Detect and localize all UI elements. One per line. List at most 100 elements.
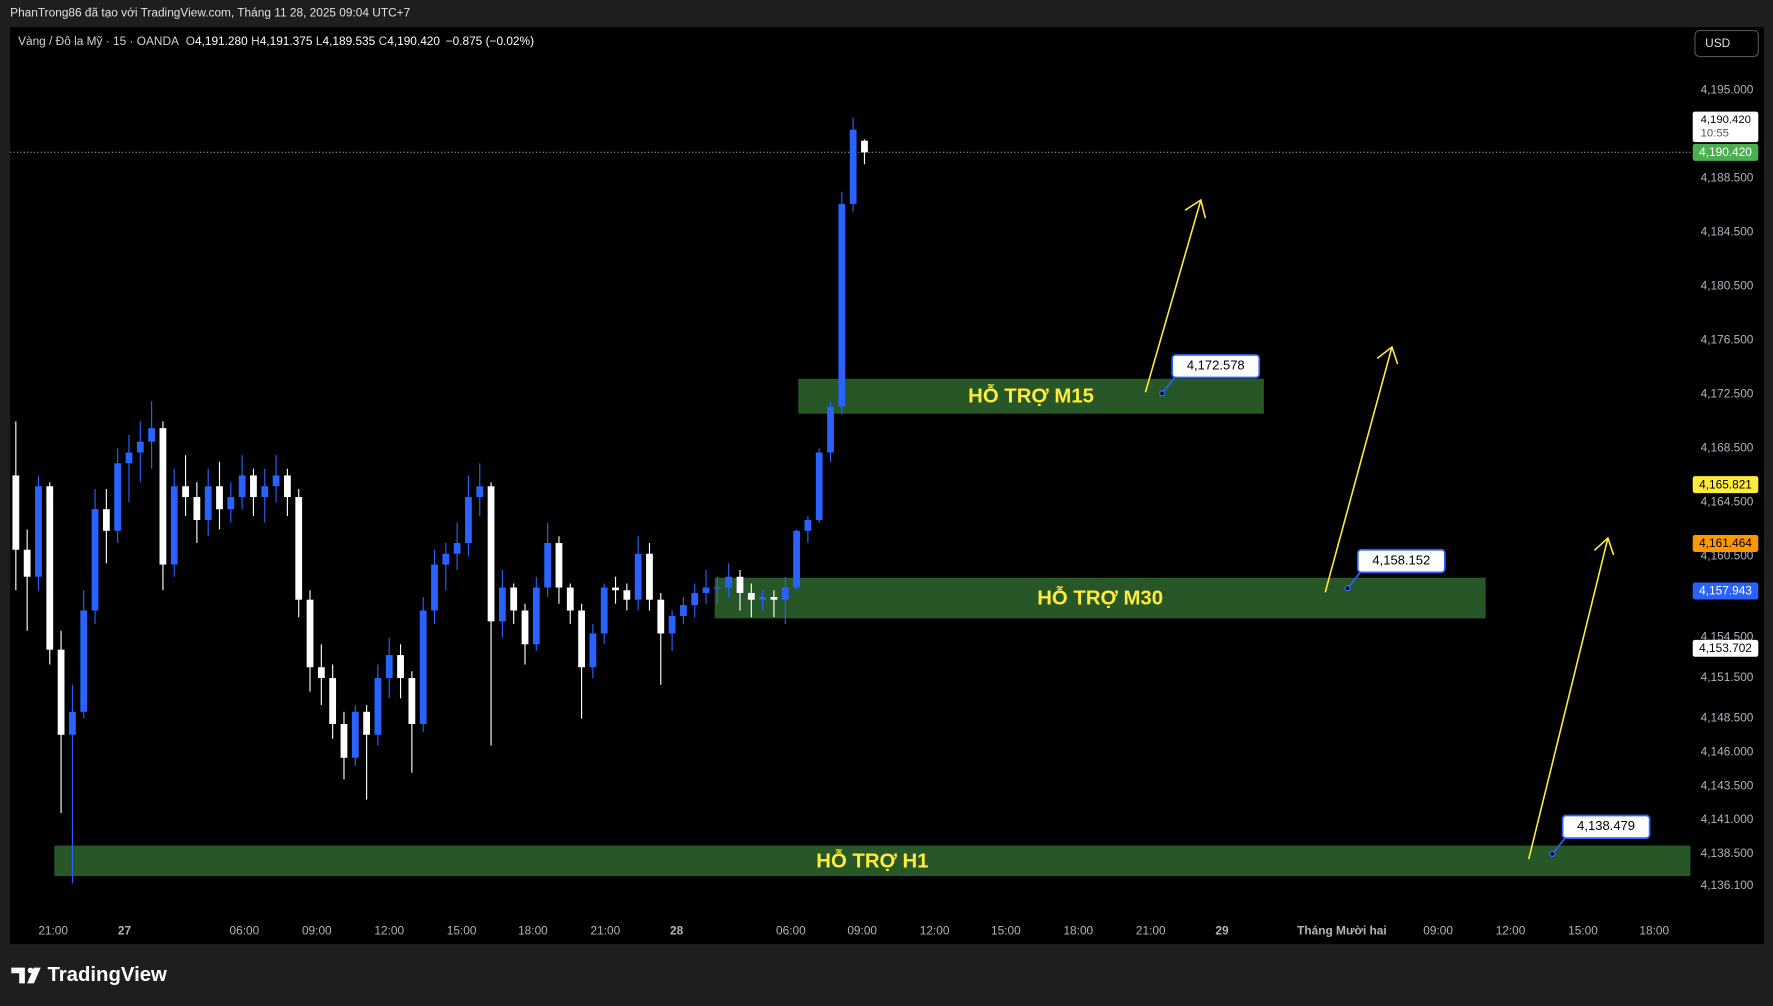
overlay: HỖ TRỢ M15 HỖ TRỢ M30 HỖ TRỢ H1 4,172.578 4,… xyxy=(816,111,1759,872)
arrow xyxy=(1324,346,1393,593)
callout-leader xyxy=(1551,836,1567,855)
zone-label: HỖ TRỢ M30 xyxy=(1037,586,1163,610)
candle-body xyxy=(216,486,223,510)
arrow-head xyxy=(1593,536,1615,556)
candle-body xyxy=(284,475,291,498)
candle-body xyxy=(747,592,755,600)
legend-key: H xyxy=(251,34,260,48)
candle-body xyxy=(69,711,76,735)
price-label: 4,190.420 xyxy=(1699,145,1752,159)
candle-body xyxy=(680,605,687,616)
candle-body xyxy=(385,655,393,679)
x-tick-label: Tháng Mười hai xyxy=(1297,924,1387,938)
candle-body xyxy=(442,553,450,565)
y-tick-label: 4,168.500 xyxy=(1701,441,1754,455)
candle-body xyxy=(646,553,653,600)
symbol: Vàng / Đô la Mỹ · 15 · OANDA xyxy=(18,34,179,48)
y-tick-label: 4,188.500 xyxy=(1701,170,1754,184)
last-price-label: 4,190.420 xyxy=(1701,114,1751,126)
callout-label: 4,138.479 xyxy=(1577,818,1635,833)
header-text: PhanTrong86 đã tạo với TradingView.com, … xyxy=(10,6,410,20)
price-label-box xyxy=(1692,639,1759,657)
callout-box xyxy=(1561,814,1651,839)
y-tick-label: 4,172.500 xyxy=(1701,387,1754,401)
candle-body xyxy=(634,553,642,600)
countdown: 10:55 xyxy=(1701,128,1729,140)
x-tick-label: 09:00 xyxy=(1423,924,1453,938)
x-tick-label: 09:00 xyxy=(847,924,877,938)
legend-value: 4,189.535 xyxy=(322,34,375,48)
candle-body xyxy=(510,587,518,611)
candle-body xyxy=(238,475,246,498)
candle-body xyxy=(317,667,325,679)
currency-button[interactable]: USD xyxy=(1694,29,1759,58)
callout-leader xyxy=(1161,375,1177,394)
candle-body xyxy=(182,486,189,498)
candle-body xyxy=(770,597,778,600)
candle-body xyxy=(431,564,438,611)
price-label-box xyxy=(1692,534,1759,552)
candle-body xyxy=(57,649,65,735)
x-tick-label: 15:00 xyxy=(447,924,477,938)
price-label: 4,161.464 xyxy=(1699,536,1752,550)
zone-label: HỖ TRỢ H1 xyxy=(816,848,928,872)
callout-point xyxy=(1549,850,1556,858)
price-label: 4,157.943 xyxy=(1699,584,1752,598)
x-tick-label: 21:00 xyxy=(590,924,620,938)
x-tick-label: 18:00 xyxy=(1063,924,1093,938)
brand-text: TradingView xyxy=(47,964,167,986)
callout-box xyxy=(1356,548,1446,574)
y-tick-label: 4,146.000 xyxy=(1701,744,1754,758)
candle-body xyxy=(725,576,733,588)
brand-logo-dot xyxy=(27,967,34,974)
currency: USD xyxy=(1705,36,1730,50)
y-tick-label: 4,143.500 xyxy=(1701,778,1754,792)
candle-body xyxy=(589,633,597,668)
candle-body xyxy=(35,486,42,577)
last-price-box xyxy=(1692,111,1759,143)
candle-body xyxy=(23,549,31,577)
plot: 4,195.000 4,188.500 4,184.500 4,180.500 4,17… xyxy=(10,83,1754,938)
candle-body xyxy=(329,678,337,724)
candle-body xyxy=(80,610,88,712)
candle-body xyxy=(227,497,235,510)
callout-point xyxy=(1158,390,1166,397)
candle-body xyxy=(713,587,721,589)
x-tick-label: 06:00 xyxy=(776,924,806,938)
y-tick-label: 4,141.000 xyxy=(1701,812,1754,826)
candle-body xyxy=(623,590,631,600)
candle-body xyxy=(306,599,314,668)
legend-value: 4,191.375 xyxy=(260,34,313,48)
candle-body xyxy=(159,428,167,565)
x-tick-label: 21:00 xyxy=(1136,924,1166,938)
candle-body xyxy=(487,486,495,622)
candle-body xyxy=(544,542,552,588)
candle-body xyxy=(838,203,846,407)
callout-label: 4,172.578 xyxy=(1187,358,1245,373)
legend-key: O xyxy=(186,34,195,48)
candle-body xyxy=(453,542,461,554)
arrow-head xyxy=(1376,345,1399,365)
legend-key: L xyxy=(316,34,323,48)
candle-body xyxy=(736,576,744,593)
candle-body xyxy=(849,129,857,204)
candle-body xyxy=(102,509,110,531)
candle-body xyxy=(295,497,303,600)
legend: Vàng / Đô la Mỹ · 15 · OANDA O4,191.280 H4… xyxy=(18,34,534,48)
candle-body xyxy=(498,587,506,622)
chart-area xyxy=(10,27,1764,945)
x-tick-label: 06:00 xyxy=(230,924,260,938)
candle-body xyxy=(250,475,257,498)
candle-body xyxy=(114,463,122,531)
legend-change: −0.875 (−0.02%) xyxy=(446,34,534,48)
candle-body xyxy=(419,610,427,724)
y-tick-label: 4,180.500 xyxy=(1701,278,1754,292)
price-label: 4,165.821 xyxy=(1699,477,1752,491)
callout-label: 4,158.152 xyxy=(1372,553,1430,568)
candle-body xyxy=(781,587,789,600)
arrow xyxy=(1144,199,1202,393)
candle-body xyxy=(827,406,834,453)
candle-body xyxy=(702,587,710,593)
candle-body xyxy=(340,723,348,758)
